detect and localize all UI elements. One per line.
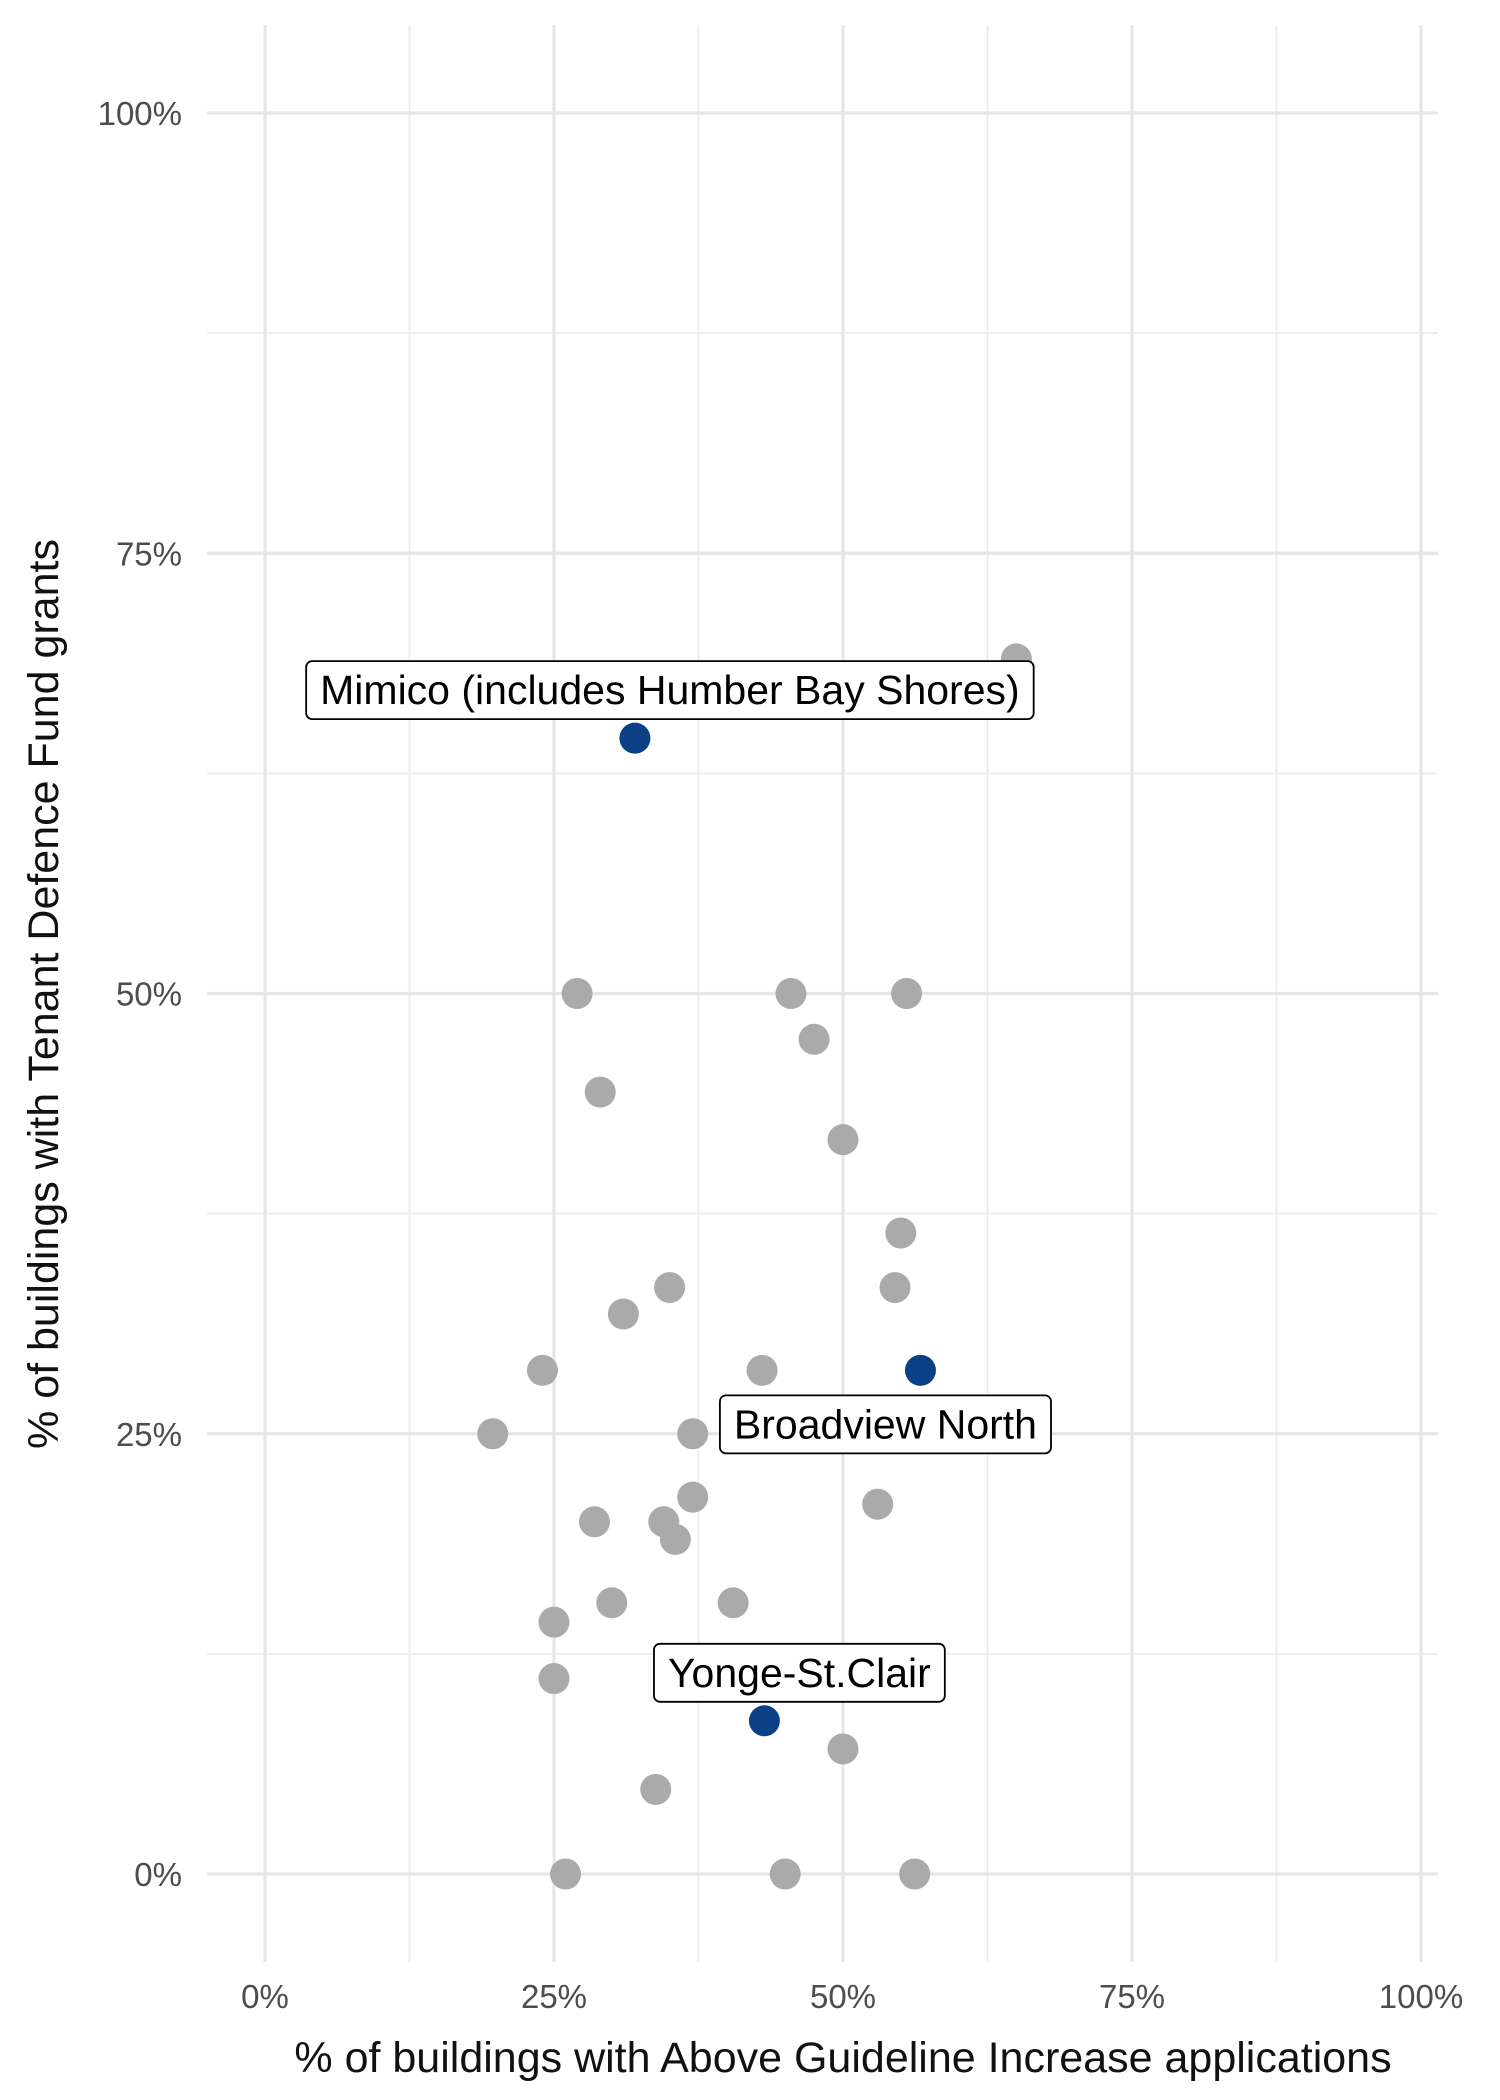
y-tick-label: 50% (116, 976, 182, 1013)
data-point (584, 1076, 616, 1108)
data-point (899, 1858, 931, 1890)
data-point (607, 1298, 639, 1330)
data-point (538, 1606, 570, 1638)
data-point (885, 1217, 917, 1249)
y-axis-title: % of buildings with Tenant Defence Fund … (20, 539, 68, 1449)
data-point (578, 1506, 610, 1538)
y-tick-label: 0% (134, 1856, 182, 1893)
data-point (677, 1418, 709, 1450)
point-labels: Mimico (includes Humber Bay Shores) Broad… (305, 660, 1052, 1703)
highlighted-data-point (619, 722, 651, 754)
point-label-text: Yonge-St.Clair (668, 1650, 931, 1696)
data-point (717, 1587, 749, 1619)
x-tick-label: 75% (1099, 1978, 1165, 2015)
data-point (538, 1663, 570, 1695)
gridlines (207, 25, 1438, 1962)
data-point (862, 1488, 894, 1520)
data-point (561, 978, 593, 1009)
data-point (769, 1858, 801, 1890)
data-point (775, 978, 807, 1009)
x-tick-label: 0% (241, 1978, 289, 2015)
data-point (891, 978, 923, 1009)
data-point (477, 1418, 509, 1450)
point-label-text: Mimico (includes Humber Bay Shores) (320, 667, 1020, 713)
data-point (827, 1733, 859, 1765)
data-point (827, 1124, 859, 1156)
label-box (719, 1394, 1052, 1455)
data-point (677, 1481, 709, 1513)
x-tick-label: 50% (810, 1978, 876, 2015)
data-point (526, 1354, 558, 1386)
point-label: Broadview North (719, 1394, 1052, 1455)
point-label-text: Broadview North (734, 1401, 1037, 1447)
point-label: Mimico (includes Humber Bay Shores) (305, 660, 1035, 721)
data-point (550, 1858, 582, 1890)
tick-labels: 0% 25% 50% 75% 100% 0% 25% 50% 75% 100% (98, 95, 1464, 2015)
data-point (659, 1523, 691, 1555)
data-point (640, 1773, 672, 1805)
label-box (653, 1642, 946, 1703)
highlighted-data-point (904, 1354, 936, 1386)
data-point (654, 1272, 686, 1304)
x-tick-label: 100% (1379, 1978, 1463, 2015)
data-point (596, 1587, 628, 1619)
data-point (879, 1272, 911, 1304)
y-tick-label: 25% (116, 1416, 182, 1453)
y-tick-label: 100% (98, 95, 182, 132)
data-point (746, 1354, 778, 1386)
x-tick-label: 25% (521, 1978, 587, 2015)
y-tick-label: 75% (116, 535, 182, 572)
point-label: Yonge-St.Clair (653, 1642, 946, 1703)
x-axis-title: % of buildings with Above Guideline Incr… (294, 2034, 1391, 2082)
data-point (798, 1023, 830, 1055)
highlighted-data-point (748, 1705, 780, 1737)
label-box (305, 660, 1035, 721)
data-points (477, 643, 1032, 1890)
